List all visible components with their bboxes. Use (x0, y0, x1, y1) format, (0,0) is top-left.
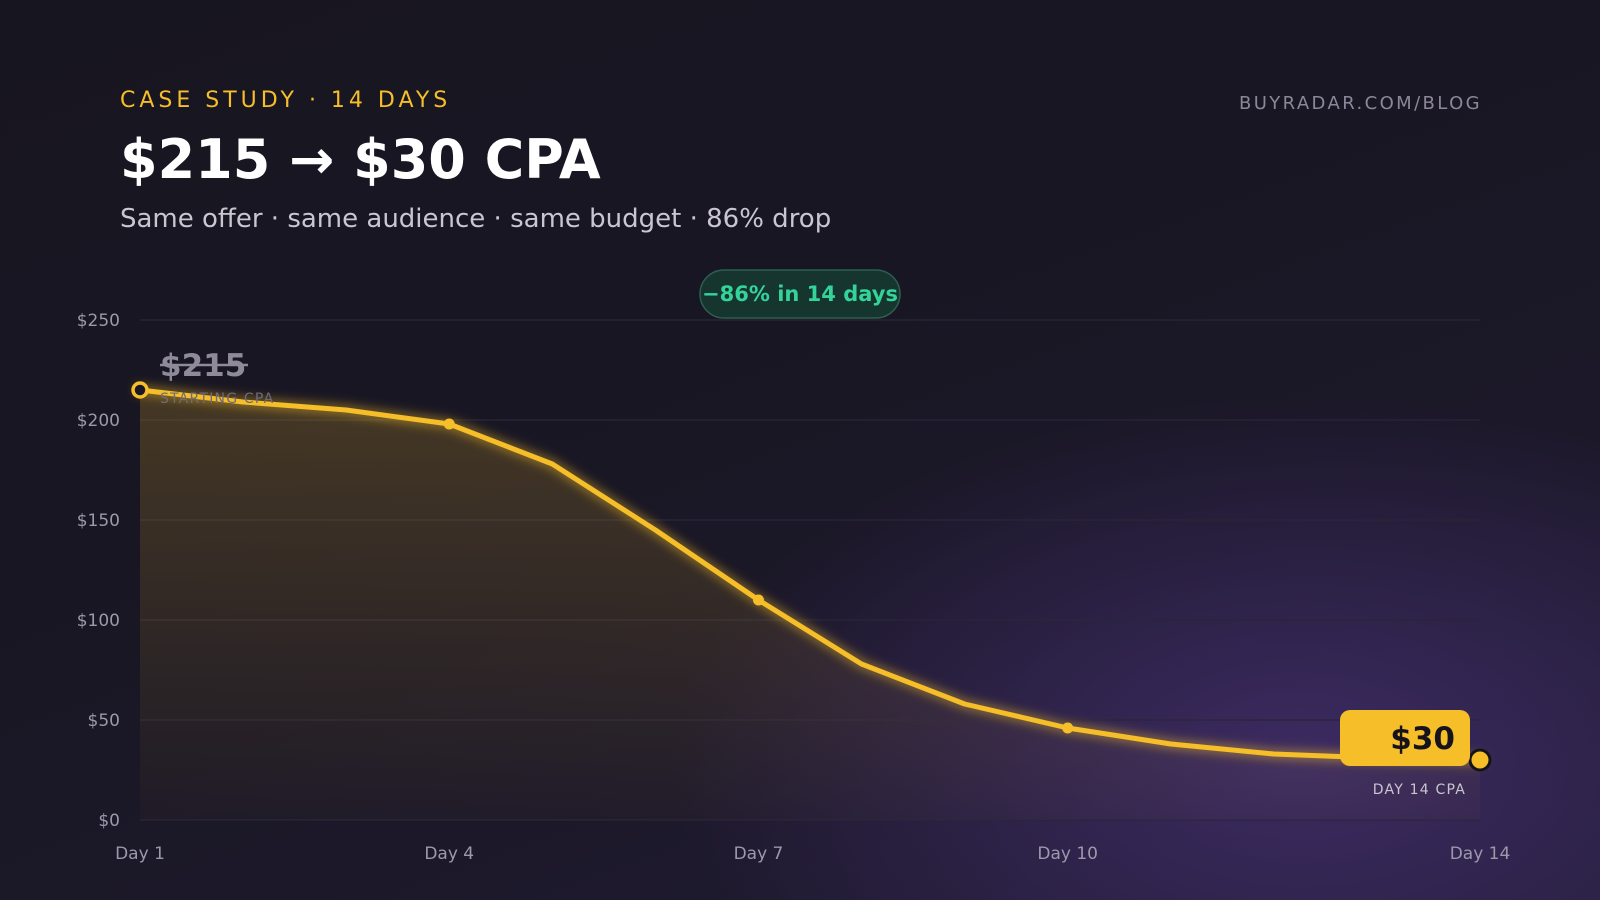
end-value-badge (1340, 710, 1470, 766)
data-point (752, 594, 764, 606)
y-tick-label: $0 (98, 811, 120, 831)
eyebrow-label: CASE STUDY · 14 DAYS (120, 88, 452, 113)
end-annotation: $30 DAY 14 CPA (1340, 710, 1470, 798)
start-annotation: $215 STARTING CPA (160, 348, 274, 407)
x-axis-ticks: Day 1 Day 4 Day 7 Day 10 Day 14 (115, 844, 1510, 864)
y-tick-label: $200 (77, 411, 120, 431)
x-tick-label: Day 7 (734, 844, 784, 864)
end-point (1468, 748, 1492, 772)
change-badge-background (699, 269, 901, 319)
source-link[interactable]: BUYRADAR.COM/BLOG (1238, 93, 1482, 114)
x-tick-label: Day 4 (424, 844, 474, 864)
start-point (131, 381, 149, 399)
y-tick-label: $100 (77, 611, 120, 631)
series-line (137, 387, 1483, 763)
end-caption-label: DAY 14 CPA (1373, 782, 1466, 798)
data-point (443, 418, 455, 430)
y-tick-label: $150 (77, 511, 120, 531)
page-subtitle: Same offer · same audience · same budget… (120, 204, 832, 234)
end-value-label: $30 (1390, 721, 1455, 757)
page-title: $215 → $30 CPA (120, 128, 601, 191)
x-tick-label: Day 10 (1037, 844, 1098, 864)
data-point (1062, 722, 1074, 734)
change-badge-text: −86% in 14 days (702, 282, 898, 306)
start-caption-label: STARTING CPA (160, 391, 274, 407)
y-axis-ticks: $0 $50 $100 $150 $200 $250 (77, 311, 120, 831)
change-badge: −86% in 14 days (699, 269, 901, 319)
series-area-fill (140, 390, 1480, 820)
x-tick-label: Day 14 (1450, 844, 1511, 864)
data-points (131, 381, 1492, 772)
y-tick-label: $50 (88, 711, 120, 731)
x-tick-label: Day 1 (115, 844, 165, 864)
y-tick-label: $250 (77, 311, 120, 331)
